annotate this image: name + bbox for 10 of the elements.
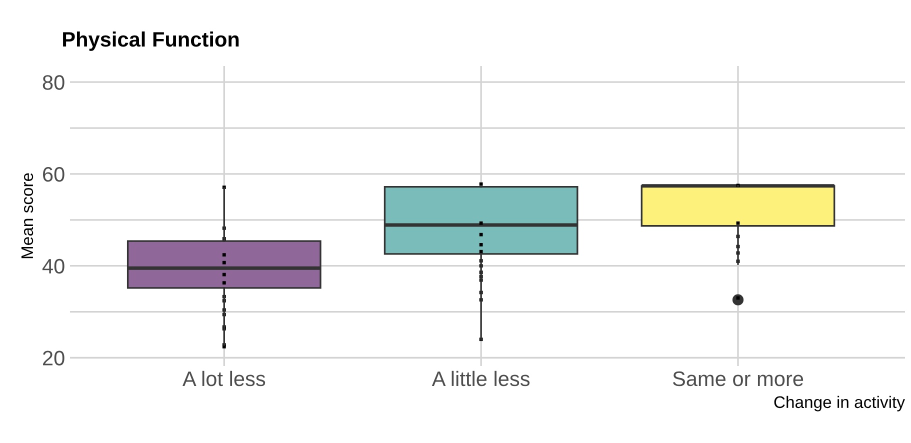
y-tick-label: 20 — [43, 350, 64, 366]
x-tick-label: A lot less — [182, 370, 266, 386]
x-tick-label: A little less — [432, 370, 530, 386]
x-tick-label: Same or more — [672, 371, 804, 386]
y-tick-label: 60 — [43, 166, 64, 182]
y-tick-label: 40 — [42, 258, 64, 274]
y-axis-title: Mean score — [21, 173, 34, 258]
x-axis-title: Change in activity — [774, 396, 905, 412]
y-tick-label: 80 — [42, 75, 64, 90]
chart-title: Physical Function — [63, 31, 239, 51]
